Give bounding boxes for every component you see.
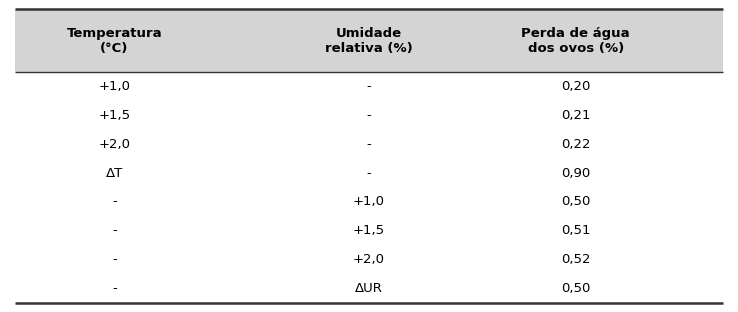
Text: -: - [112, 195, 117, 208]
Text: -: - [367, 167, 371, 180]
Text: +1,5: +1,5 [98, 109, 131, 122]
Text: +2,0: +2,0 [98, 138, 131, 151]
Text: +1,0: +1,0 [353, 195, 385, 208]
Text: 0,21: 0,21 [561, 109, 590, 122]
Text: +2,0: +2,0 [353, 253, 385, 266]
Text: 0,52: 0,52 [561, 253, 590, 266]
Text: 0,50: 0,50 [561, 195, 590, 208]
Text: 0,50: 0,50 [561, 282, 590, 295]
Text: 0,20: 0,20 [561, 80, 590, 93]
Text: 0,90: 0,90 [561, 167, 590, 180]
Text: -: - [112, 224, 117, 237]
Text: +1,5: +1,5 [353, 224, 385, 237]
Text: ΔUR: ΔUR [355, 282, 383, 295]
Text: 0,22: 0,22 [561, 138, 590, 151]
Text: Temperatura
(°C): Temperatura (°C) [66, 27, 162, 55]
Text: +1,0: +1,0 [98, 80, 131, 93]
Text: -: - [112, 282, 117, 295]
Text: -: - [367, 109, 371, 122]
Text: -: - [112, 253, 117, 266]
Text: ΔT: ΔT [106, 167, 123, 180]
Text: Umidade
relativa (%): Umidade relativa (%) [325, 27, 413, 55]
Text: -: - [367, 138, 371, 151]
Text: 0,51: 0,51 [561, 224, 590, 237]
Text: -: - [367, 80, 371, 93]
Text: Perda de água
dos ovos (%): Perda de água dos ovos (%) [521, 27, 630, 55]
